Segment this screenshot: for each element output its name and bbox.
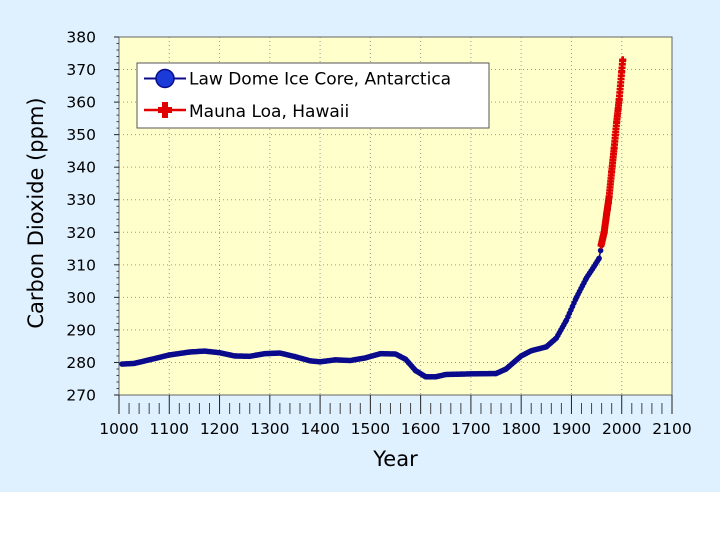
x-tick-label: 1700 <box>451 420 490 438</box>
y-tick-label: 330 <box>66 191 96 209</box>
x-tick-label: 1900 <box>552 420 591 438</box>
x-tick-label: 1400 <box>300 420 339 438</box>
y-tick-label: 270 <box>66 387 96 405</box>
series-law-dome <box>119 200 612 380</box>
co2-chart: 270 280 290 300 310 320 330 340 350 360 370 380 1000… <box>24 29 692 472</box>
y-tick-label: 340 <box>66 159 96 177</box>
data-series <box>119 56 627 380</box>
y-tick-label: 280 <box>66 354 96 372</box>
series-mauna-loa <box>597 56 627 249</box>
data-point <box>619 56 627 64</box>
y-tick-label: 360 <box>66 94 96 112</box>
y-tick-label: 380 <box>66 29 96 47</box>
legend-box <box>136 62 490 129</box>
y-tick-label: 310 <box>66 256 96 274</box>
x-tick-label: 1100 <box>150 420 189 438</box>
figure-background: 270 280 290 300 310 320 330 340 350 360 370 380 1000… <box>0 0 720 492</box>
y-tick-label: 370 <box>66 61 96 79</box>
y-tick-label: 290 <box>66 321 96 339</box>
legend: Law Dome Ice Core, Antarctica Mauna Loa,… <box>136 62 490 129</box>
y-tick-label: 350 <box>66 126 96 144</box>
legend-marker-plus-icon <box>158 102 172 118</box>
legend-marker-circle-icon <box>155 68 175 89</box>
x-tick-label: 1600 <box>401 420 440 438</box>
x-tick-label: 1300 <box>250 420 289 438</box>
x-axis-title: Year <box>372 447 418 471</box>
data-point <box>597 247 604 254</box>
y-tick-label: 300 <box>66 289 96 307</box>
x-tick-label: 1500 <box>351 420 390 438</box>
data-point <box>596 255 602 262</box>
legend-label-mauna-loa: Mauna Loa, Hawaii <box>189 102 349 122</box>
x-tick-label: 1200 <box>200 420 239 438</box>
x-tick-label: 1800 <box>501 420 540 438</box>
x-tick-label: 2100 <box>652 420 691 438</box>
y-tick-label: 320 <box>66 224 96 242</box>
x-tick-label: 1000 <box>99 420 138 438</box>
y-axis-title: Carbon Dioxide (ppm) <box>24 97 48 328</box>
axes: 270 280 290 300 310 320 330 340 350 360 370 380 1000… <box>66 29 691 439</box>
legend-label-law-dome: Law Dome Ice Core, Antarctica <box>189 70 451 90</box>
plot-border <box>118 36 673 396</box>
x-tick-label: 2000 <box>602 420 641 438</box>
